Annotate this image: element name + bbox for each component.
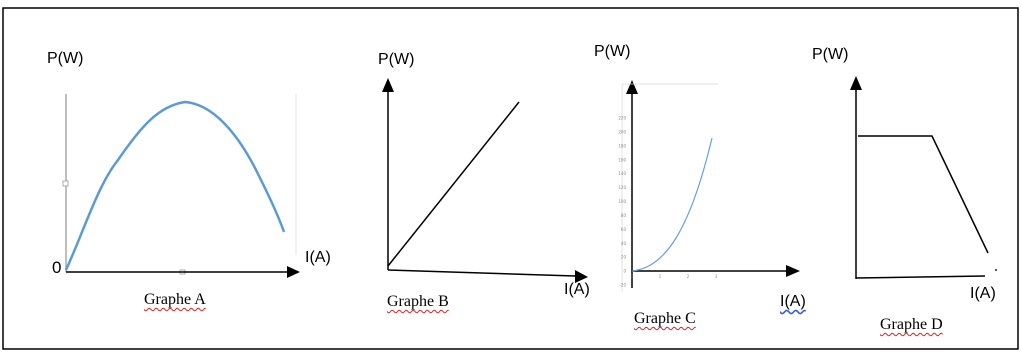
graph-c-y-tick-label: 220 — [618, 116, 626, 121]
graph-d-ylabel: P(W) — [812, 46, 849, 63]
graph-c-x-tick-label: 1 — [659, 274, 662, 279]
graph-c-ylabel: P(W) — [594, 43, 631, 60]
graph-c-x-ticks: 0 1 2 3 — [631, 274, 718, 279]
graph-c-x-tick-label: 2 — [687, 274, 690, 279]
graph-c-x-tick-label: 0 — [631, 274, 634, 279]
graph-d-x-axis — [855, 275, 986, 279]
graph-b-ylabel: P(W) — [378, 51, 415, 68]
graph-b-caption: Graphe B — [387, 293, 449, 310]
graph-b-line — [387, 101, 520, 267]
graph-b — [382, 78, 588, 283]
graph-c-y-tick-label: 160 — [618, 157, 626, 162]
graph-c-x-tick-label: 3 — [715, 274, 718, 279]
graph-d — [850, 76, 997, 279]
graph-d-y-arrow — [850, 76, 862, 90]
graph-d-caption: Graphe D — [880, 316, 943, 333]
graph-c-y-tick-label: 0 — [623, 269, 626, 274]
graph-b-y-arrow — [382, 78, 394, 92]
graph-c-y-tick-label: 120 — [618, 185, 626, 190]
graph-c-y-tick-label: -20 — [619, 283, 626, 288]
graph-c-x-arrow — [786, 265, 800, 277]
graph-b-x-arrow — [575, 270, 588, 283]
graph-b-xlabel: I(A) — [564, 281, 590, 298]
graph-b-x-axis — [387, 269, 576, 277]
graph-a-curve — [64, 100, 286, 271]
graph-c-y-tick-label: 200 — [618, 129, 626, 134]
graph-a-handle — [62, 180, 69, 187]
graph-a-x-arrow — [287, 266, 300, 278]
graph-c-curve — [631, 137, 713, 272]
graph-a-caption: Graphe A — [144, 291, 206, 308]
graph-d-xlabel: I(A) — [970, 285, 996, 302]
graph-c-xlabel: I(A) — [780, 293, 806, 310]
outer-border — [2, 7, 1019, 350]
graph-c-y-tick-label: 140 — [618, 171, 626, 176]
graph-a-ylabel: P(W) — [47, 50, 84, 67]
graph-a-xlabel: I(A) — [305, 249, 331, 266]
graph-a-origin-label: 0 — [52, 258, 62, 277]
graph-c-y-tick-label: 60 — [621, 227, 627, 232]
graph-c-y-tick-label: 100 — [618, 199, 626, 204]
graph-c-caption: Graphe C — [634, 310, 696, 327]
graph-c-y-tick-label: 40 — [621, 241, 627, 246]
graph-a — [62, 94, 300, 278]
graph-c-y-tick-label: 180 — [618, 143, 626, 148]
graph-c-y-tick-label: 20 — [621, 255, 627, 260]
graph-c-y-tick-label: 80 — [621, 213, 627, 218]
graph-d-marker — [995, 269, 997, 271]
graph-c-y-arrow — [626, 80, 638, 94]
graph-d-line — [858, 135, 989, 254]
